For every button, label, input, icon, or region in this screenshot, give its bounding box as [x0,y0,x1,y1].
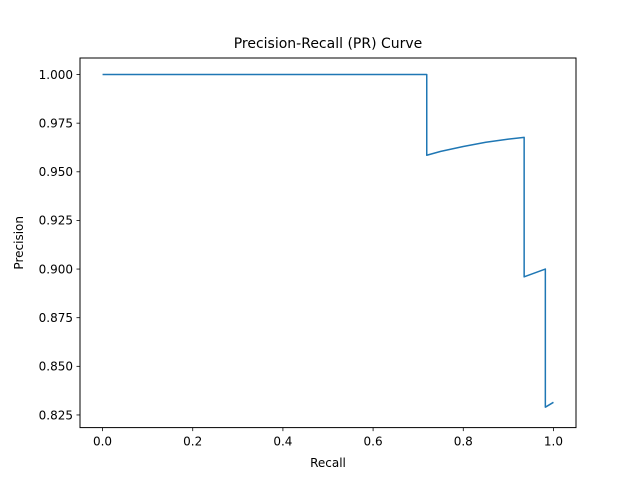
y-tick-label: 1.000 [39,68,73,82]
axes-frame [79,57,577,429]
y-axis: 0.825 0.850 0.875 0.900 0.925 0.950 0.975 1.000 [39,68,80,422]
y-tick-label: 0.975 [39,116,73,130]
y-tick-label: 0.925 [39,214,73,228]
x-tick-label: 0.6 [364,435,383,449]
y-tick-label: 0.875 [39,311,73,325]
y-tick-label: 0.825 [39,408,73,422]
x-tick-label: 0.8 [454,435,473,449]
y-tick-label: 0.900 [39,262,73,276]
y-axis-label: Precision [12,216,26,270]
x-tick-label: 0.0 [93,435,112,449]
x-tick-label: 0.2 [183,435,202,449]
x-tick-label: 1.0 [544,435,563,449]
y-tick-label: 0.950 [39,165,73,179]
x-tick-label: 0.4 [273,435,292,449]
x-axis: 0.0 0.2 0.4 0.6 0.8 1.0 [93,427,563,449]
chart-title: Precision-Recall (PR) Curve [234,36,423,52]
x-axis-label: Recall [310,456,346,470]
y-tick-label: 0.850 [39,360,73,374]
pr-curve-line [102,73,554,408]
plot-area [102,73,554,408]
